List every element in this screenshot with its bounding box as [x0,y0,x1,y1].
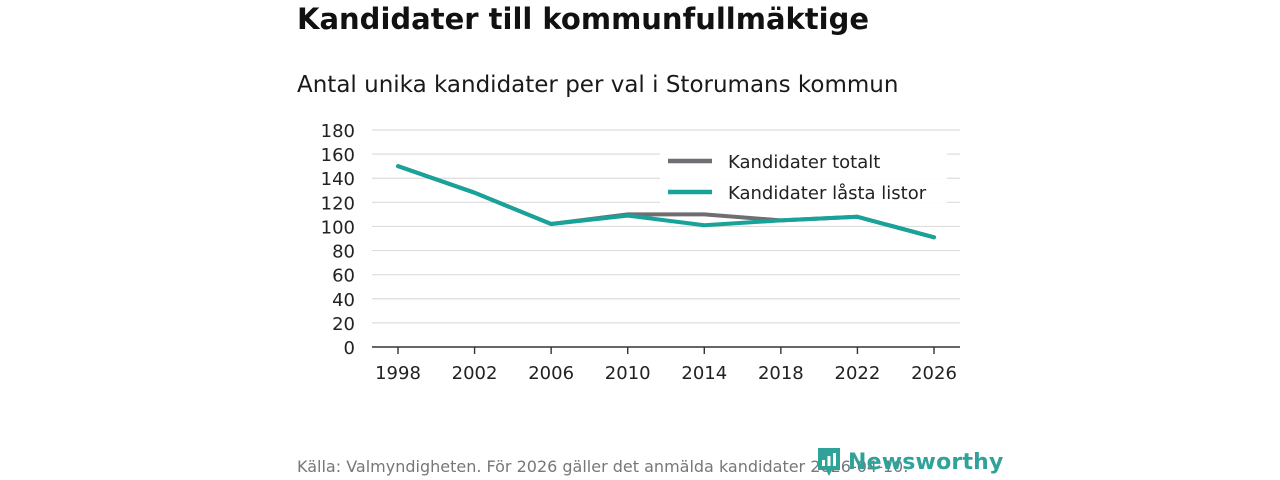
series-line-locked-lists [396,164,936,240]
y-tick-label: 60 [332,266,355,287]
data-point [472,190,478,196]
legend-box [660,146,947,206]
data-point [395,163,401,169]
y-tick-label: 40 [332,290,355,311]
legend-label: Kandidater totalt [728,152,880,173]
y-tick-label: 80 [332,242,355,263]
y-tick-label: 140 [321,169,355,190]
chart-title: Kandidater till kommunfullmäktige [297,2,870,36]
chart-subtitle: Antal unika kandidater per val i Storuma… [297,72,899,98]
y-tick-label: 0 [344,338,355,359]
x-tick-label: 2018 [758,363,804,384]
x-tick-label: 2002 [452,363,498,384]
y-tick-label: 180 [321,121,355,142]
x-tick-label: 2014 [681,363,727,384]
data-point [854,214,860,220]
legend-label: Kandidater låsta listor [728,183,927,204]
x-tick-label: 2006 [528,363,574,384]
y-tick-label: 120 [321,193,355,214]
x-tick-label: 2026 [911,363,957,384]
y-tick-label: 160 [321,145,355,166]
data-point [548,221,554,227]
brand-name: Newsworthy [848,449,1004,475]
x-tick-label: 1998 [375,363,421,384]
data-point [778,217,784,223]
data-point [701,211,707,217]
x-tick-label: 2010 [605,363,651,384]
y-tick-label: 100 [321,217,355,238]
newsworthy-logo-icon [818,448,840,476]
y-tick-label: 20 [332,314,355,335]
data-point [701,222,707,228]
data-point [625,213,631,219]
brand-logo[interactable]: Newsworthy [816,446,1004,478]
source-note: Källa: Valmyndigheten. För 2026 gäller d… [297,457,909,476]
x-tick-label: 2022 [835,363,881,384]
data-point [931,234,937,240]
